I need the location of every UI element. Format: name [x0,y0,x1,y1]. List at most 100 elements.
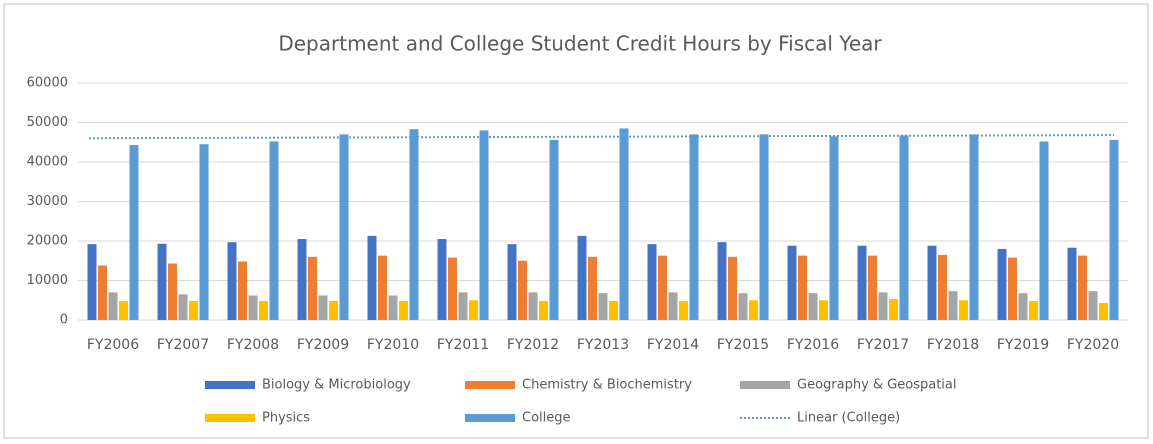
x-tick-label: FY2006 [87,337,139,353]
legend-swatch [740,381,790,389]
bar [189,301,198,320]
bar [388,295,398,320]
bar [129,145,139,320]
y-tick-label: 10000 [27,273,68,288]
bar [329,301,338,320]
bar [658,255,667,320]
bar [199,144,209,320]
y-tick-label: 60000 [27,76,68,91]
bar [458,292,468,320]
y-tick-label: 50000 [27,115,68,130]
bar [367,235,377,320]
bar [889,299,898,320]
x-tick-label: FY2016 [787,337,839,353]
bar [1109,139,1119,320]
chart-border [3,3,1149,439]
bar [1008,257,1017,320]
legend-label: College [522,411,571,426]
bar [1039,141,1049,320]
bar [997,248,1007,320]
x-tick-label: FY2017 [857,337,909,353]
bar [588,256,597,320]
x-tick-label: FY2011 [437,337,489,353]
bar [339,134,349,320]
bar [1088,291,1098,320]
bar [248,295,258,320]
bar [318,295,328,320]
bar [528,292,538,320]
bar [959,300,968,320]
bar [308,256,317,320]
y-tick-label: 20000 [27,234,68,249]
x-tick-label: FY2008 [227,337,279,353]
bar [238,261,247,320]
bar [378,255,387,320]
bar [87,244,97,320]
bar [728,256,737,320]
bar [689,134,699,320]
bar [1067,247,1077,320]
bar [259,301,268,320]
x-tick-label: FY2014 [647,337,699,353]
x-tick-label: FY2010 [367,337,419,353]
bar [399,301,408,320]
bar [448,257,457,320]
bar [738,293,748,320]
x-tick-label: FY2007 [157,337,209,353]
x-tick-label: FY2009 [297,337,349,353]
legend-swatch [465,414,515,422]
bar [98,265,107,320]
legend-label: Linear (College) [797,411,900,426]
bar [759,134,769,320]
bar [808,293,818,320]
bar [437,239,447,320]
bar [108,292,118,320]
legend-swatch [205,414,255,422]
legend-label: Physics [262,411,310,426]
bar [668,292,678,320]
x-tick-label: FY2015 [717,337,769,353]
bar [927,245,937,320]
bar [1078,255,1087,320]
y-tick-label: 30000 [27,194,68,209]
bar [1099,303,1108,320]
y-tick-label: 0 [60,313,68,328]
bar [868,255,877,320]
bar [168,263,177,320]
bar [857,245,867,320]
bar [119,301,128,320]
y-tick-label: 40000 [27,155,68,170]
bar [948,291,958,320]
bar [1029,301,1038,320]
bar [787,245,797,320]
bar [539,301,548,320]
bar [227,242,237,320]
bar [647,244,657,320]
bar [878,292,888,320]
bar [717,242,727,320]
bar [619,128,629,320]
bar [479,130,489,320]
x-tick-label: FY2020 [1067,337,1119,353]
bar [178,294,188,320]
bar [297,239,307,320]
bar [507,244,517,320]
bar [749,300,758,320]
bar [679,301,688,320]
legend-label: Biology & Microbiology [262,378,411,393]
x-tick-label: FY2019 [997,337,1049,353]
bar [829,136,839,320]
legend-swatch [205,381,255,389]
bar [899,135,909,320]
bar [409,129,419,320]
bar [518,260,527,320]
bar [798,255,807,320]
bar [969,134,979,320]
bar [598,293,608,320]
bar [819,300,828,320]
bar [549,139,559,320]
bar [1018,293,1028,320]
legend-swatch [465,381,515,389]
x-tick-label: FY2018 [927,337,979,353]
